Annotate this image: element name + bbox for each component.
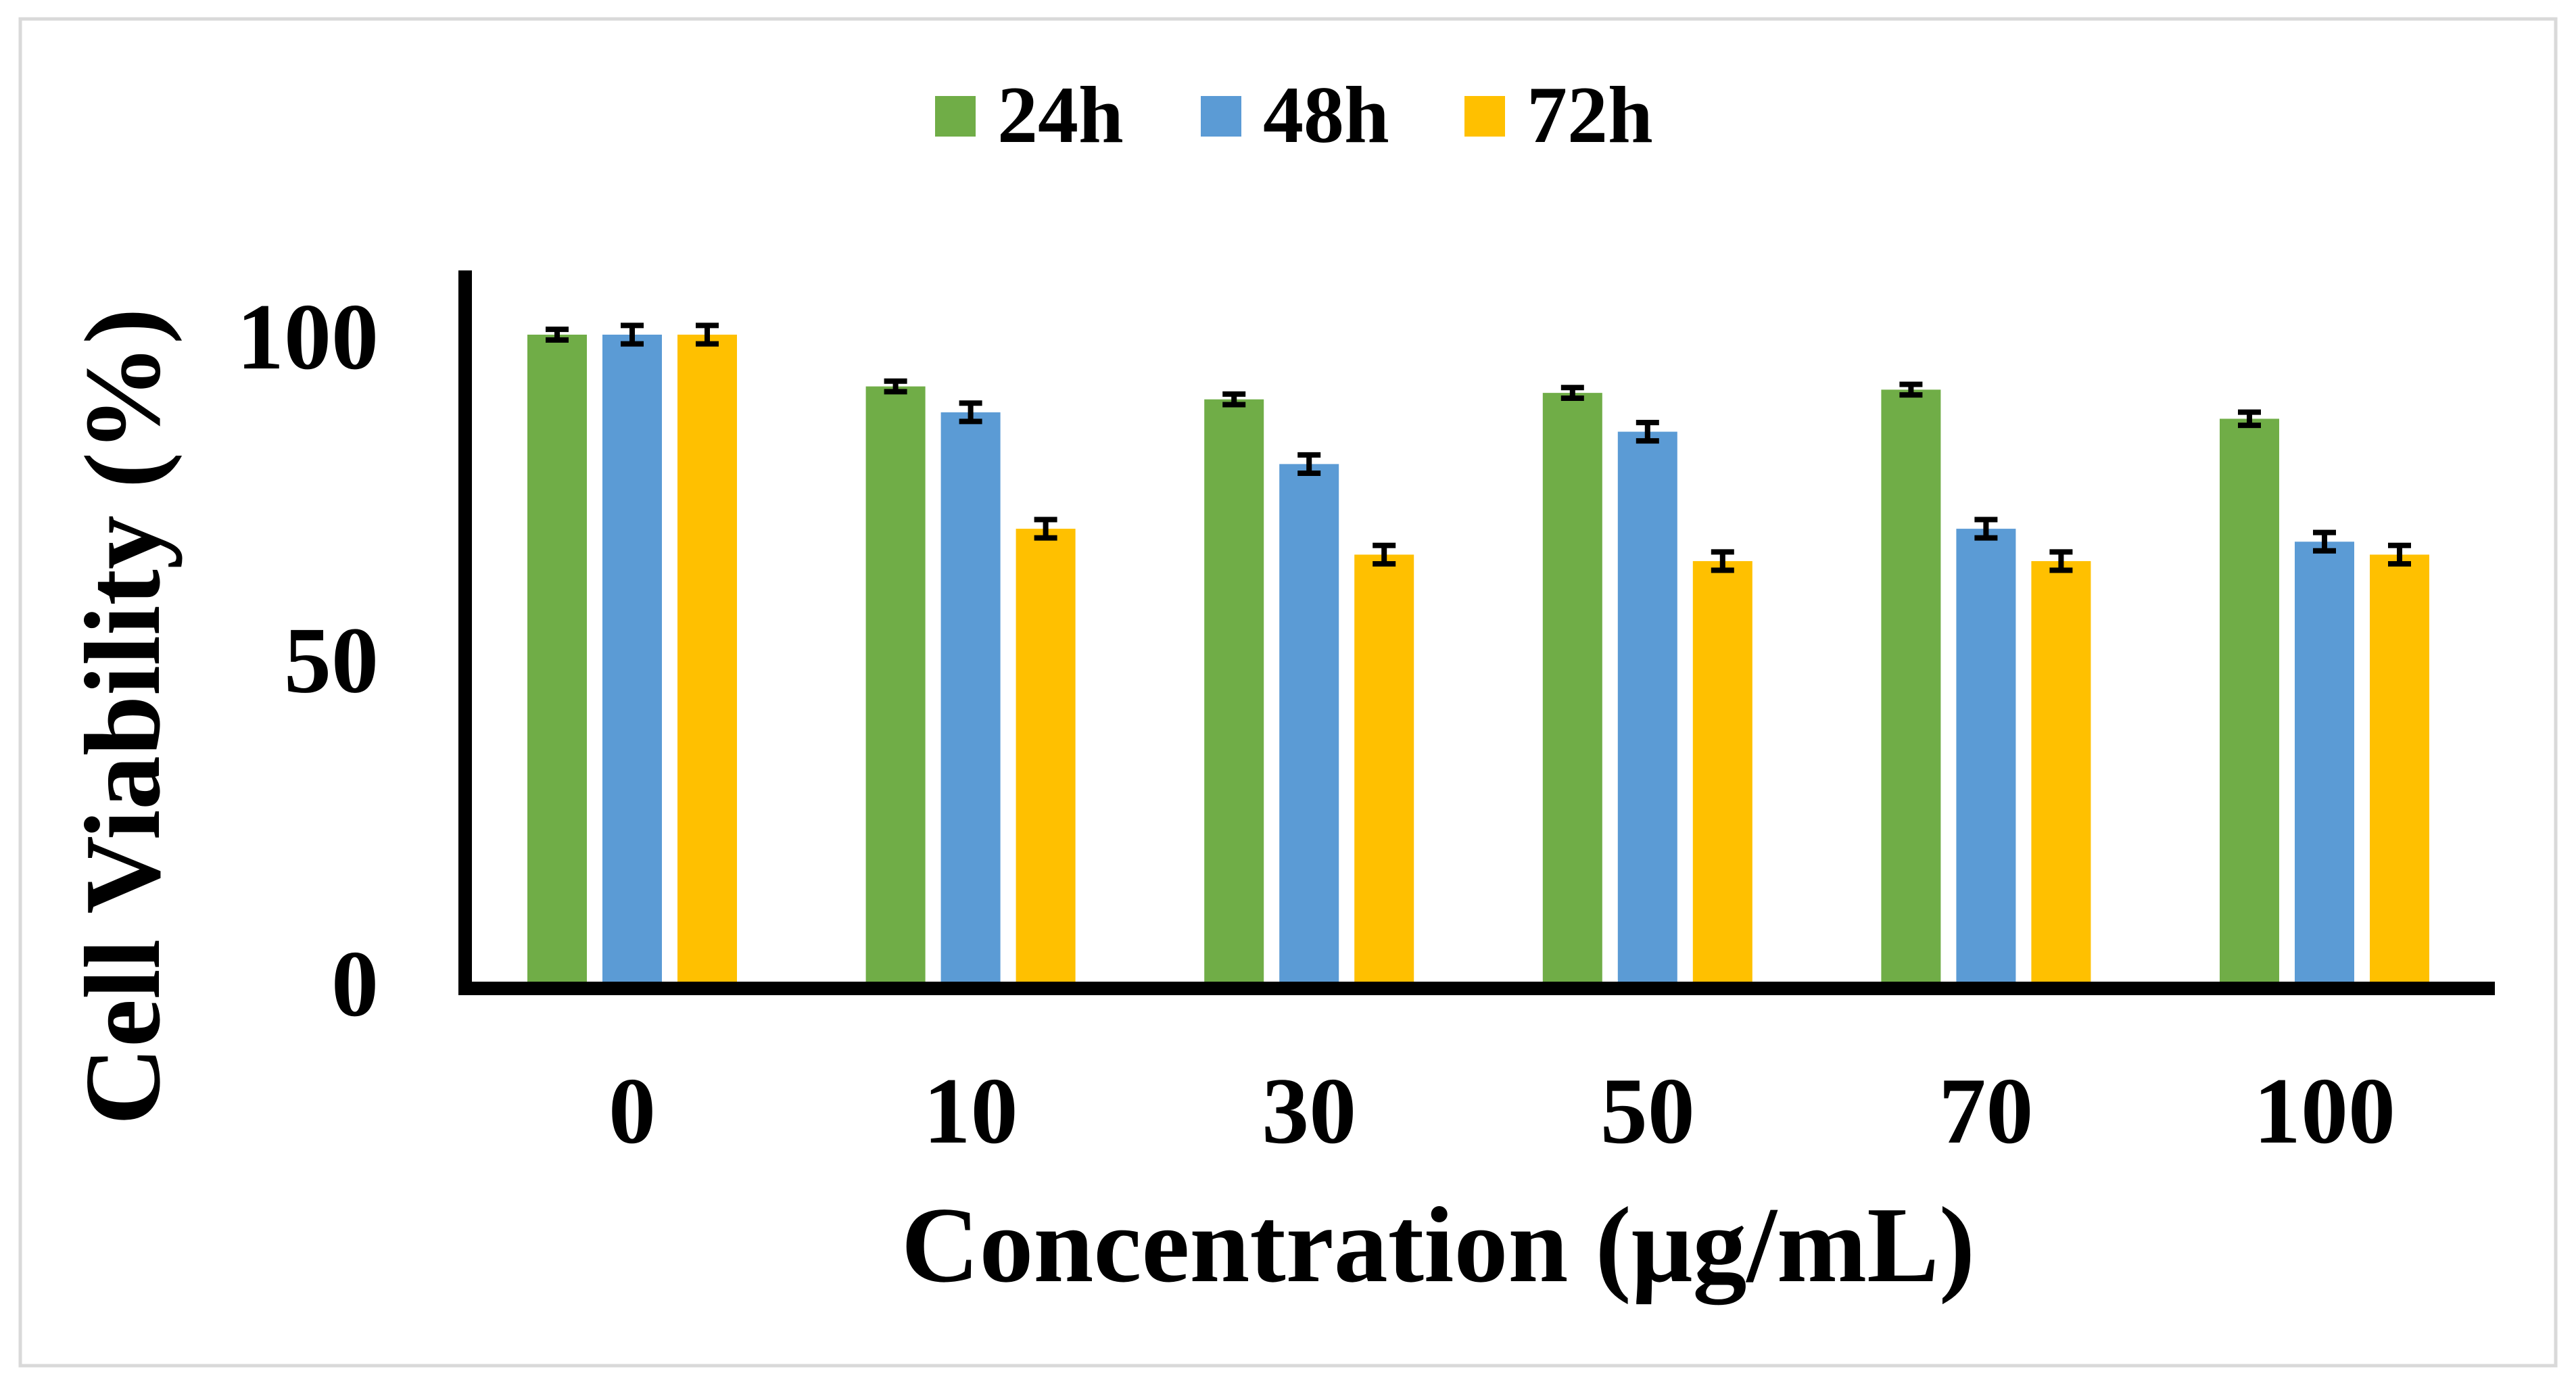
error-bar-24h-0 (546, 327, 569, 343)
error-bar-72h-50 (1711, 549, 1734, 573)
legend-label-24h: 24h (997, 70, 1124, 160)
legend: 24h 48h 72h (935, 70, 1653, 160)
error-bar-48h-30 (1297, 452, 1321, 476)
bar-24h-0 (527, 335, 587, 982)
y-axis-title: Cell Viability (%) (62, 308, 183, 1126)
y-tick-label-0: 0 (331, 932, 379, 1036)
error-bar-72h-30 (1373, 542, 1396, 567)
legend-item-24h: 24h (935, 70, 1124, 160)
bar-48h-50 (1617, 431, 1677, 982)
x-tick-labels: 0 10 30 50 70 100 (609, 1059, 2395, 1164)
bar-72h-0 (677, 335, 737, 982)
x-tick-label-10: 10 (924, 1059, 1018, 1164)
x-tick-label-50: 50 (1600, 1059, 1695, 1164)
error-bar-24h-30 (1222, 391, 1246, 408)
legend-item-72h: 72h (1464, 70, 1653, 160)
error-bars (546, 322, 2411, 573)
x-axis-title: Concentration (μg/mL) (901, 1184, 1975, 1305)
error-bar-48h-10 (959, 400, 982, 425)
legend-swatch-48h (1201, 96, 1241, 137)
bar-48h-10 (940, 412, 1001, 982)
legend-item-48h: 48h (1201, 70, 1389, 160)
bar-24h-50 (1542, 393, 1602, 982)
y-tick-label-50: 50 (284, 608, 379, 713)
bar-48h-70 (1956, 529, 2016, 982)
error-bar-48h-100 (2313, 529, 2336, 554)
legend-swatch-72h (1464, 96, 1505, 137)
x-tick-label-0: 0 (609, 1059, 656, 1164)
bar-72h-30 (1354, 554, 1414, 982)
bar-24h-10 (865, 386, 926, 982)
error-bar-24h-70 (1899, 381, 1923, 398)
bar-24h-30 (1204, 399, 1264, 982)
bar-72h-10 (1016, 529, 1076, 982)
error-bar-24h-10 (884, 378, 907, 395)
bar-48h-0 (602, 335, 662, 982)
error-bar-72h-100 (2388, 542, 2411, 567)
bar-72h-100 (2370, 554, 2429, 982)
bar-48h-100 (2295, 542, 2354, 982)
x-tick-label-30: 30 (1262, 1059, 1356, 1164)
bars (527, 335, 2429, 982)
error-bar-24h-100 (2238, 409, 2261, 429)
bar-72h-70 (2031, 560, 2091, 982)
bar-24h-70 (1881, 389, 1941, 982)
error-bar-48h-50 (1636, 419, 1659, 444)
y-tick-label-100: 100 (237, 285, 379, 389)
legend-swatch-24h (935, 96, 976, 137)
x-tick-label-70: 70 (1938, 1059, 2033, 1164)
bar-72h-50 (1692, 560, 1752, 982)
error-bar-72h-0 (696, 322, 719, 347)
error-bar-48h-70 (1974, 517, 1998, 541)
x-tick-label-100: 100 (2253, 1059, 2395, 1164)
legend-label-72h: 72h (1527, 70, 1653, 160)
error-bar-72h-10 (1034, 517, 1057, 541)
error-bar-48h-0 (621, 322, 644, 347)
y-tick-labels: 0 50 100 (237, 285, 379, 1036)
bar-24h-100 (2220, 418, 2279, 982)
error-bar-72h-70 (2049, 549, 2073, 573)
bar-48h-30 (1279, 464, 1339, 982)
legend-label-48h: 48h (1263, 70, 1389, 160)
error-bar-24h-50 (1560, 385, 1584, 401)
